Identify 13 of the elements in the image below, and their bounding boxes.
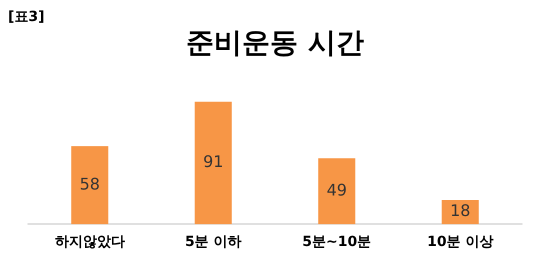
chart-title: 준비운동 시간 (186, 26, 364, 60)
data-label: 58 (80, 174, 100, 194)
bar (318, 158, 356, 224)
x-tick-label: 하지않았다 (54, 234, 125, 250)
bar (194, 102, 232, 224)
bar (71, 146, 108, 224)
x-tick-label: 10분 이상 (427, 234, 494, 250)
text: [표3] (8, 8, 45, 26)
data-label: 91 (203, 152, 224, 172)
x-tick-label: 5분~10분 (302, 234, 372, 250)
data-label: 49 (326, 180, 347, 200)
data-label: 18 (450, 201, 470, 220)
x-tick-label: 5분 이하 (184, 234, 242, 250)
